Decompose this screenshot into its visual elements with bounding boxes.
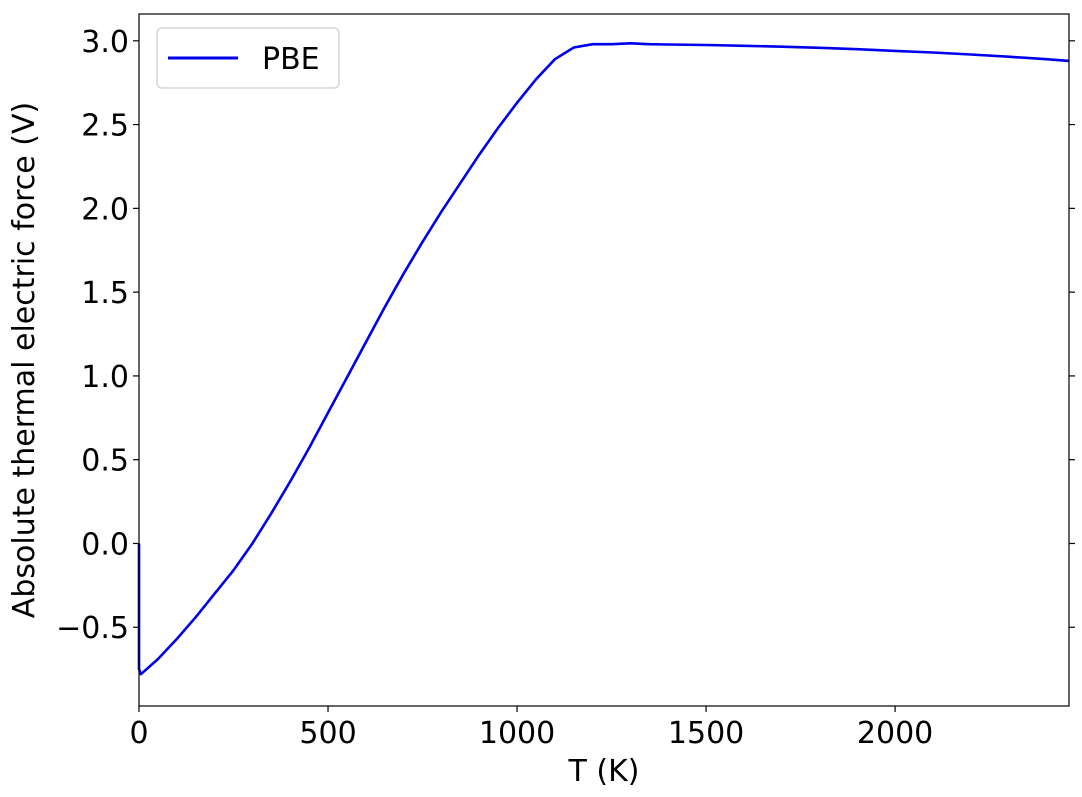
- x-tick-label: 1500: [668, 716, 744, 751]
- y-tick-label: 1.5: [81, 276, 129, 311]
- legend: PBE: [156, 27, 340, 89]
- plot-area: [137, 41, 1070, 676]
- y-axis: −0.5 0.0 0.5 1.0 1.5 2.0 2.5 3.0: [56, 25, 1075, 646]
- x-axis-label: T (K): [568, 754, 640, 789]
- y-tick-label: −0.5: [56, 611, 129, 646]
- y-tick-label: 1.0: [81, 360, 129, 395]
- x-tick-label: 2000: [857, 716, 933, 751]
- series-line-pbe: [137, 41, 1070, 676]
- y-tick-label: 2.0: [81, 192, 129, 227]
- x-tick-label: 500: [299, 716, 356, 751]
- y-tick-label: 2.5: [81, 109, 129, 144]
- plot-frame: [138, 13, 1070, 707]
- x-axis: 0 500 1000 1500 2000: [129, 706, 933, 751]
- y-tick-label: 0.0: [81, 527, 129, 562]
- x-tick-label: 0: [129, 716, 148, 751]
- legend-box: [156, 27, 340, 89]
- y-tick-label: 0.5: [81, 444, 129, 479]
- y-tick-label: 3.0: [81, 25, 129, 60]
- legend-label: PBE: [262, 42, 320, 77]
- x-tick-label: 1000: [479, 716, 555, 751]
- y-axis-label: Absolute thermal electric force (V): [7, 102, 42, 618]
